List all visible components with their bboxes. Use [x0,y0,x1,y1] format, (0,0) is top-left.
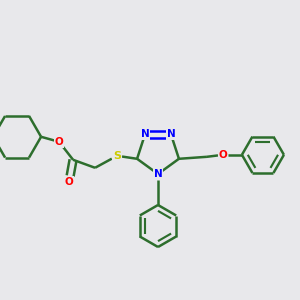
Text: N: N [167,129,175,139]
Text: N: N [154,169,162,179]
Text: O: O [218,150,227,160]
Text: S: S [113,151,121,161]
Text: N: N [141,129,149,139]
Text: O: O [55,137,64,147]
Text: O: O [65,177,74,187]
